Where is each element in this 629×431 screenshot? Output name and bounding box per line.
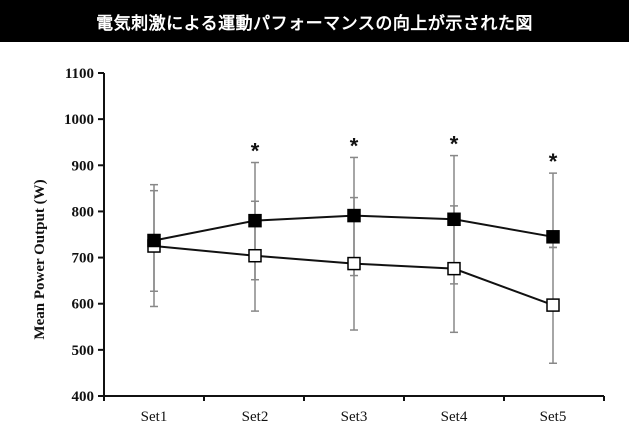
significance-marker: * [350,133,359,158]
y-tick-label: 900 [72,158,95,174]
marker-filled-square [248,213,262,228]
y-tick-label: 600 [72,297,95,313]
significance-marker: * [549,149,558,174]
significance-marker: * [450,132,459,157]
marker-open-square [347,256,361,271]
significance-marker: * [251,139,260,164]
marker-open-square [248,248,262,263]
y-axis-label: Mean Power Output (W) [32,179,48,339]
y-tick-label: 1100 [65,66,94,82]
x-tick-label: Set4 [441,409,468,425]
y-tick-label: 400 [72,389,95,405]
marker-open-square [546,298,560,312]
y-tick-label: 800 [72,204,95,220]
y-tick-label: 500 [72,343,95,359]
x-tick-label: Set2 [242,409,269,425]
marker-filled-square [546,230,560,244]
x-tick-label: Set5 [540,409,567,425]
page-title: 電気刺激による運動パフォーマンスの向上が示された図 [96,13,533,34]
title-bar: 電気刺激による運動パフォーマンスの向上が示された図 [0,0,629,42]
x-tick-label: Set1 [141,409,168,425]
y-tick-label: 700 [72,251,95,267]
marker-open-square [447,261,461,276]
marker-filled-square [147,233,161,248]
x-tick-label: Set3 [341,409,368,425]
marker-filled-square [347,208,361,223]
y-tick-label: 1000 [64,112,94,128]
marker-filled-square [447,212,461,227]
